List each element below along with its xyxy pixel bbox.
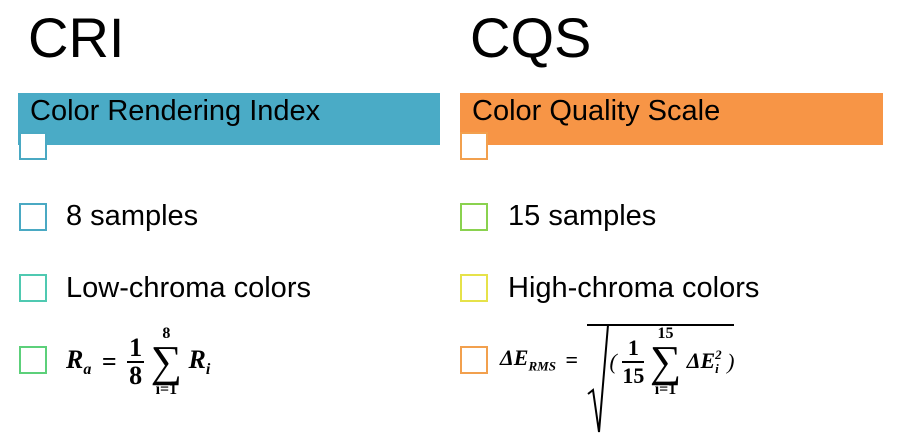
cri-formula-num: 1 bbox=[127, 333, 145, 363]
cqs-item-1-checkbox[interactable] bbox=[460, 203, 488, 231]
cri-item-3-checkbox[interactable] bbox=[19, 346, 47, 374]
cri-formula-den: 8 bbox=[129, 361, 143, 390]
cqs-sum-sigma: ∑ bbox=[649, 337, 682, 386]
cqs-formula-eq: = bbox=[565, 347, 578, 372]
cri-item-2-checkbox[interactable] bbox=[19, 274, 47, 302]
cri-item-samples: 8 samples bbox=[66, 200, 199, 232]
cqs-formula-term: ΔE bbox=[686, 347, 716, 373]
cqs-title: CQS bbox=[470, 6, 592, 69]
cri-item-chroma: Low-chroma colors bbox=[66, 272, 311, 304]
cri-title: CRI bbox=[28, 6, 125, 69]
cri-formula-lhs: R bbox=[66, 344, 84, 374]
cri-banner-checkbox[interactable] bbox=[19, 132, 47, 160]
cqs-formula-num: 1 bbox=[622, 335, 645, 363]
cri-formula-eq: = bbox=[101, 347, 117, 376]
cri-sum-lower: i=1 bbox=[155, 381, 178, 398]
cqs-item-samples: 15 samples bbox=[508, 200, 657, 232]
cri-sum-upper: 8 bbox=[162, 325, 171, 342]
cqs-sum-lower: i=1 bbox=[654, 381, 677, 398]
cqs-item-chroma: High-chroma colors bbox=[508, 272, 760, 304]
cqs-formula-term-sup: 2 bbox=[715, 347, 722, 363]
cri-sum-sigma: ∑ bbox=[150, 337, 183, 386]
cqs-sum-upper: 15 bbox=[657, 325, 674, 342]
cqs-item-2-checkbox[interactable] bbox=[460, 274, 488, 302]
cri-formula: Ra = 1 8 8 ∑ i=1 Ri bbox=[66, 326, 210, 398]
cqs-banner-label: Color Quality Scale bbox=[472, 95, 721, 127]
cri-formula-lhs-sub: a bbox=[83, 361, 92, 379]
cqs-formula-den: 15 bbox=[622, 363, 645, 388]
cqs-sqrt: ( 1 15 15 ∑ i=1 ΔE 2 i ) bbox=[587, 324, 735, 433]
cqs-formula: ΔERMS = ( 1 15 15 ∑ i=1 ΔE 2 i ) bbox=[500, 322, 735, 433]
cqs-formula-term-sub: i bbox=[715, 361, 719, 377]
cri-banner: Color Rendering Index bbox=[18, 93, 440, 145]
cri-formula-term: R bbox=[188, 344, 206, 374]
cqs-banner: Color Quality Scale bbox=[460, 93, 883, 145]
cqs-formula-lhs-sub: RMS bbox=[528, 358, 556, 374]
cri-banner-label: Color Rendering Index bbox=[30, 95, 321, 127]
cqs-formula-lhs: ΔE bbox=[500, 345, 529, 371]
cri-formula-term-sub: i bbox=[205, 361, 211, 379]
cri-item-1-checkbox[interactable] bbox=[19, 203, 47, 231]
cqs-banner-checkbox[interactable] bbox=[460, 132, 488, 160]
cqs-item-3-checkbox[interactable] bbox=[460, 346, 488, 374]
radical-sign-icon bbox=[587, 324, 610, 433]
